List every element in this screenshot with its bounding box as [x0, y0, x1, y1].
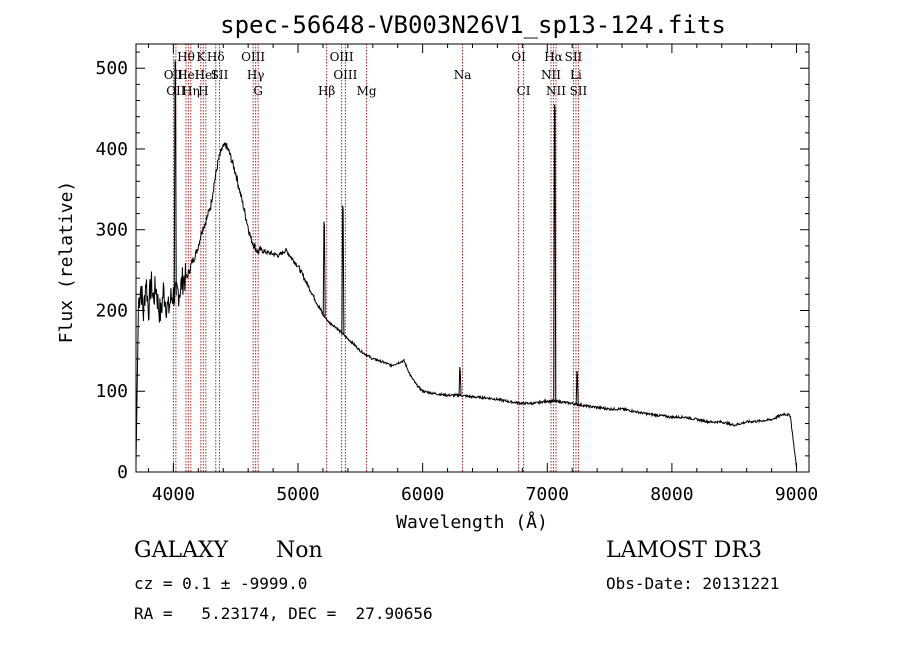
line-marker-label: G: [253, 84, 263, 98]
line-marker-label: HeI: [177, 68, 200, 82]
x-tick-label: 6000: [401, 484, 444, 505]
y-axis-label: Flux (relative): [56, 181, 77, 344]
line-marker-label: Hγ: [247, 68, 265, 82]
emission-spike: [322, 221, 326, 317]
x-tick-label: 8000: [650, 484, 693, 505]
emission-spike: [341, 205, 345, 335]
y-tick-label: 200: [95, 300, 128, 321]
line-marker-label: Hη: [182, 84, 200, 98]
coordinates: RA = 5.23174, DEC = 27.90656: [134, 604, 433, 623]
y-tick-label: 0: [117, 462, 128, 483]
redshift-line: cz = 0.1 ± -9999.0: [134, 574, 308, 593]
line-marker-label: HeI: [195, 68, 218, 82]
line-marker-label: OIII: [333, 68, 357, 82]
line-marker-label: NII: [541, 68, 561, 82]
axes: 4000 5000 6000 7000 8000 9000 0 100 200 300 400 500: [95, 44, 818, 505]
x-tick-label: 4000: [152, 484, 195, 505]
line-marker-label: Na: [454, 68, 472, 82]
plot-frame: [135, 43, 810, 473]
emission-spikes: [173, 60, 579, 405]
x-tick-label: 5000: [276, 484, 319, 505]
line-markers: [172, 44, 579, 472]
line-marker-label: OI: [511, 50, 526, 64]
line-marker-label: Hβ: [318, 84, 335, 98]
line-marker-label: Hδ: [207, 50, 225, 64]
y-tick-label: 100: [95, 381, 128, 402]
line-marker-label: OIII: [330, 50, 354, 64]
survey-name: LAMOST DR3: [606, 538, 762, 563]
x-tick-label: 9000: [775, 484, 818, 505]
object-subclass: Non: [276, 538, 323, 563]
line-marker-label: Hθ: [177, 50, 195, 64]
x-axis-label: Wavelength (Å): [396, 511, 548, 533]
emission-spike: [173, 60, 177, 296]
object-class: GALAXY: [134, 538, 229, 563]
obs-date: Obs-Date: 20131221: [606, 574, 780, 593]
y-tick-label: 400: [95, 139, 128, 160]
line-marker-label: H: [198, 84, 208, 98]
line-marker-label: SII: [570, 84, 588, 98]
line-marker-label: OIII: [241, 50, 265, 64]
emission-spike: [575, 370, 579, 405]
line-marker-label: Mg: [357, 84, 377, 98]
line-marker-label: Li: [570, 68, 582, 82]
line-marker-label: K: [196, 50, 206, 64]
line-marker-label: OII: [164, 68, 184, 82]
x-tick-label: 7000: [526, 484, 569, 505]
spectrum-line: [135, 142, 797, 469]
line-marker-label: Hα: [544, 50, 563, 64]
y-tick-label: 300: [95, 220, 128, 241]
line-marker-label: CI: [517, 84, 531, 98]
line-marker-label: NII: [546, 84, 566, 98]
emission-spike: [553, 104, 557, 402]
chart-title: spec-56648-VB003N26V1_sp13-124.fits: [220, 11, 726, 39]
emission-spike: [458, 366, 462, 396]
line-marker-label: SII: [565, 50, 583, 64]
line-marker-label: SII: [211, 68, 229, 82]
y-tick-label: 500: [95, 58, 128, 79]
